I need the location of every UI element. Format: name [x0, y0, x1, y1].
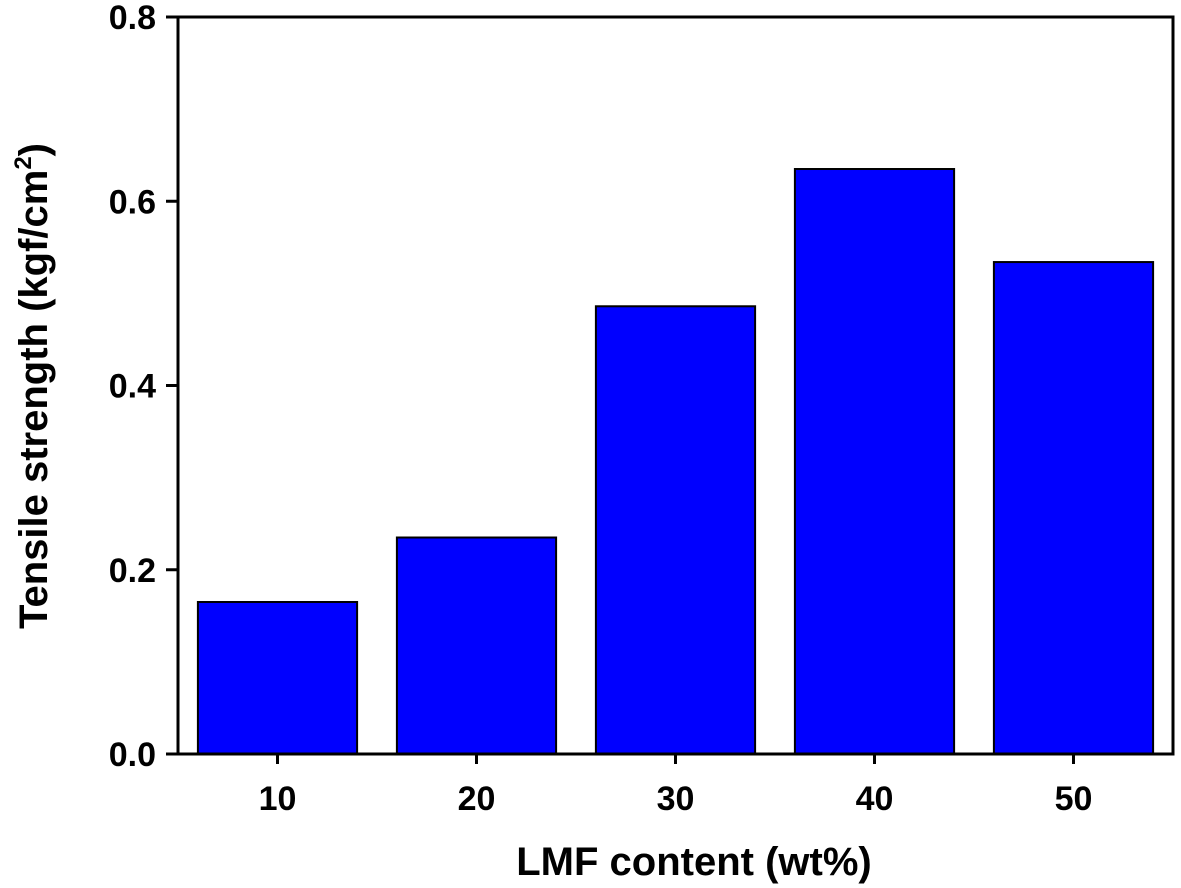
y-tick-label-0.8: 0.8 — [109, 0, 156, 37]
bar-50 — [992, 261, 1155, 755]
y-axis-title-superscript: 2 — [10, 156, 37, 169]
bar-10 — [196, 600, 359, 756]
bar-40 — [793, 168, 956, 756]
x-axis: 10 20 30 40 50 — [259, 754, 1093, 818]
y-tick-label-0.0: 0.0 — [109, 736, 156, 774]
y-axis-title-end: ) — [12, 143, 56, 156]
bars-group — [196, 168, 1155, 756]
y-axis-title: Tensile strength (kgf/cm2) — [10, 143, 56, 629]
x-tick-label-40: 40 — [856, 780, 894, 818]
y-axis: 0.0 0.2 0.4 0.6 0.8 — [109, 0, 178, 774]
y-tick-label-0.4: 0.4 — [109, 368, 156, 406]
x-axis-title: LMF content (wt%) — [516, 840, 872, 884]
x-tick-label-30: 30 — [657, 780, 695, 818]
x-tick-label-50: 50 — [1055, 780, 1093, 818]
bar-20 — [395, 536, 558, 755]
x-tick-label-10: 10 — [259, 780, 297, 818]
x-tick-label-20: 20 — [458, 780, 496, 818]
bar-30 — [594, 305, 757, 755]
y-axis-title-main: Tensile strength (kgf/cm — [12, 170, 56, 629]
y-tick-label-0.6: 0.6 — [109, 183, 156, 221]
y-tick-label-0.2: 0.2 — [109, 552, 156, 590]
